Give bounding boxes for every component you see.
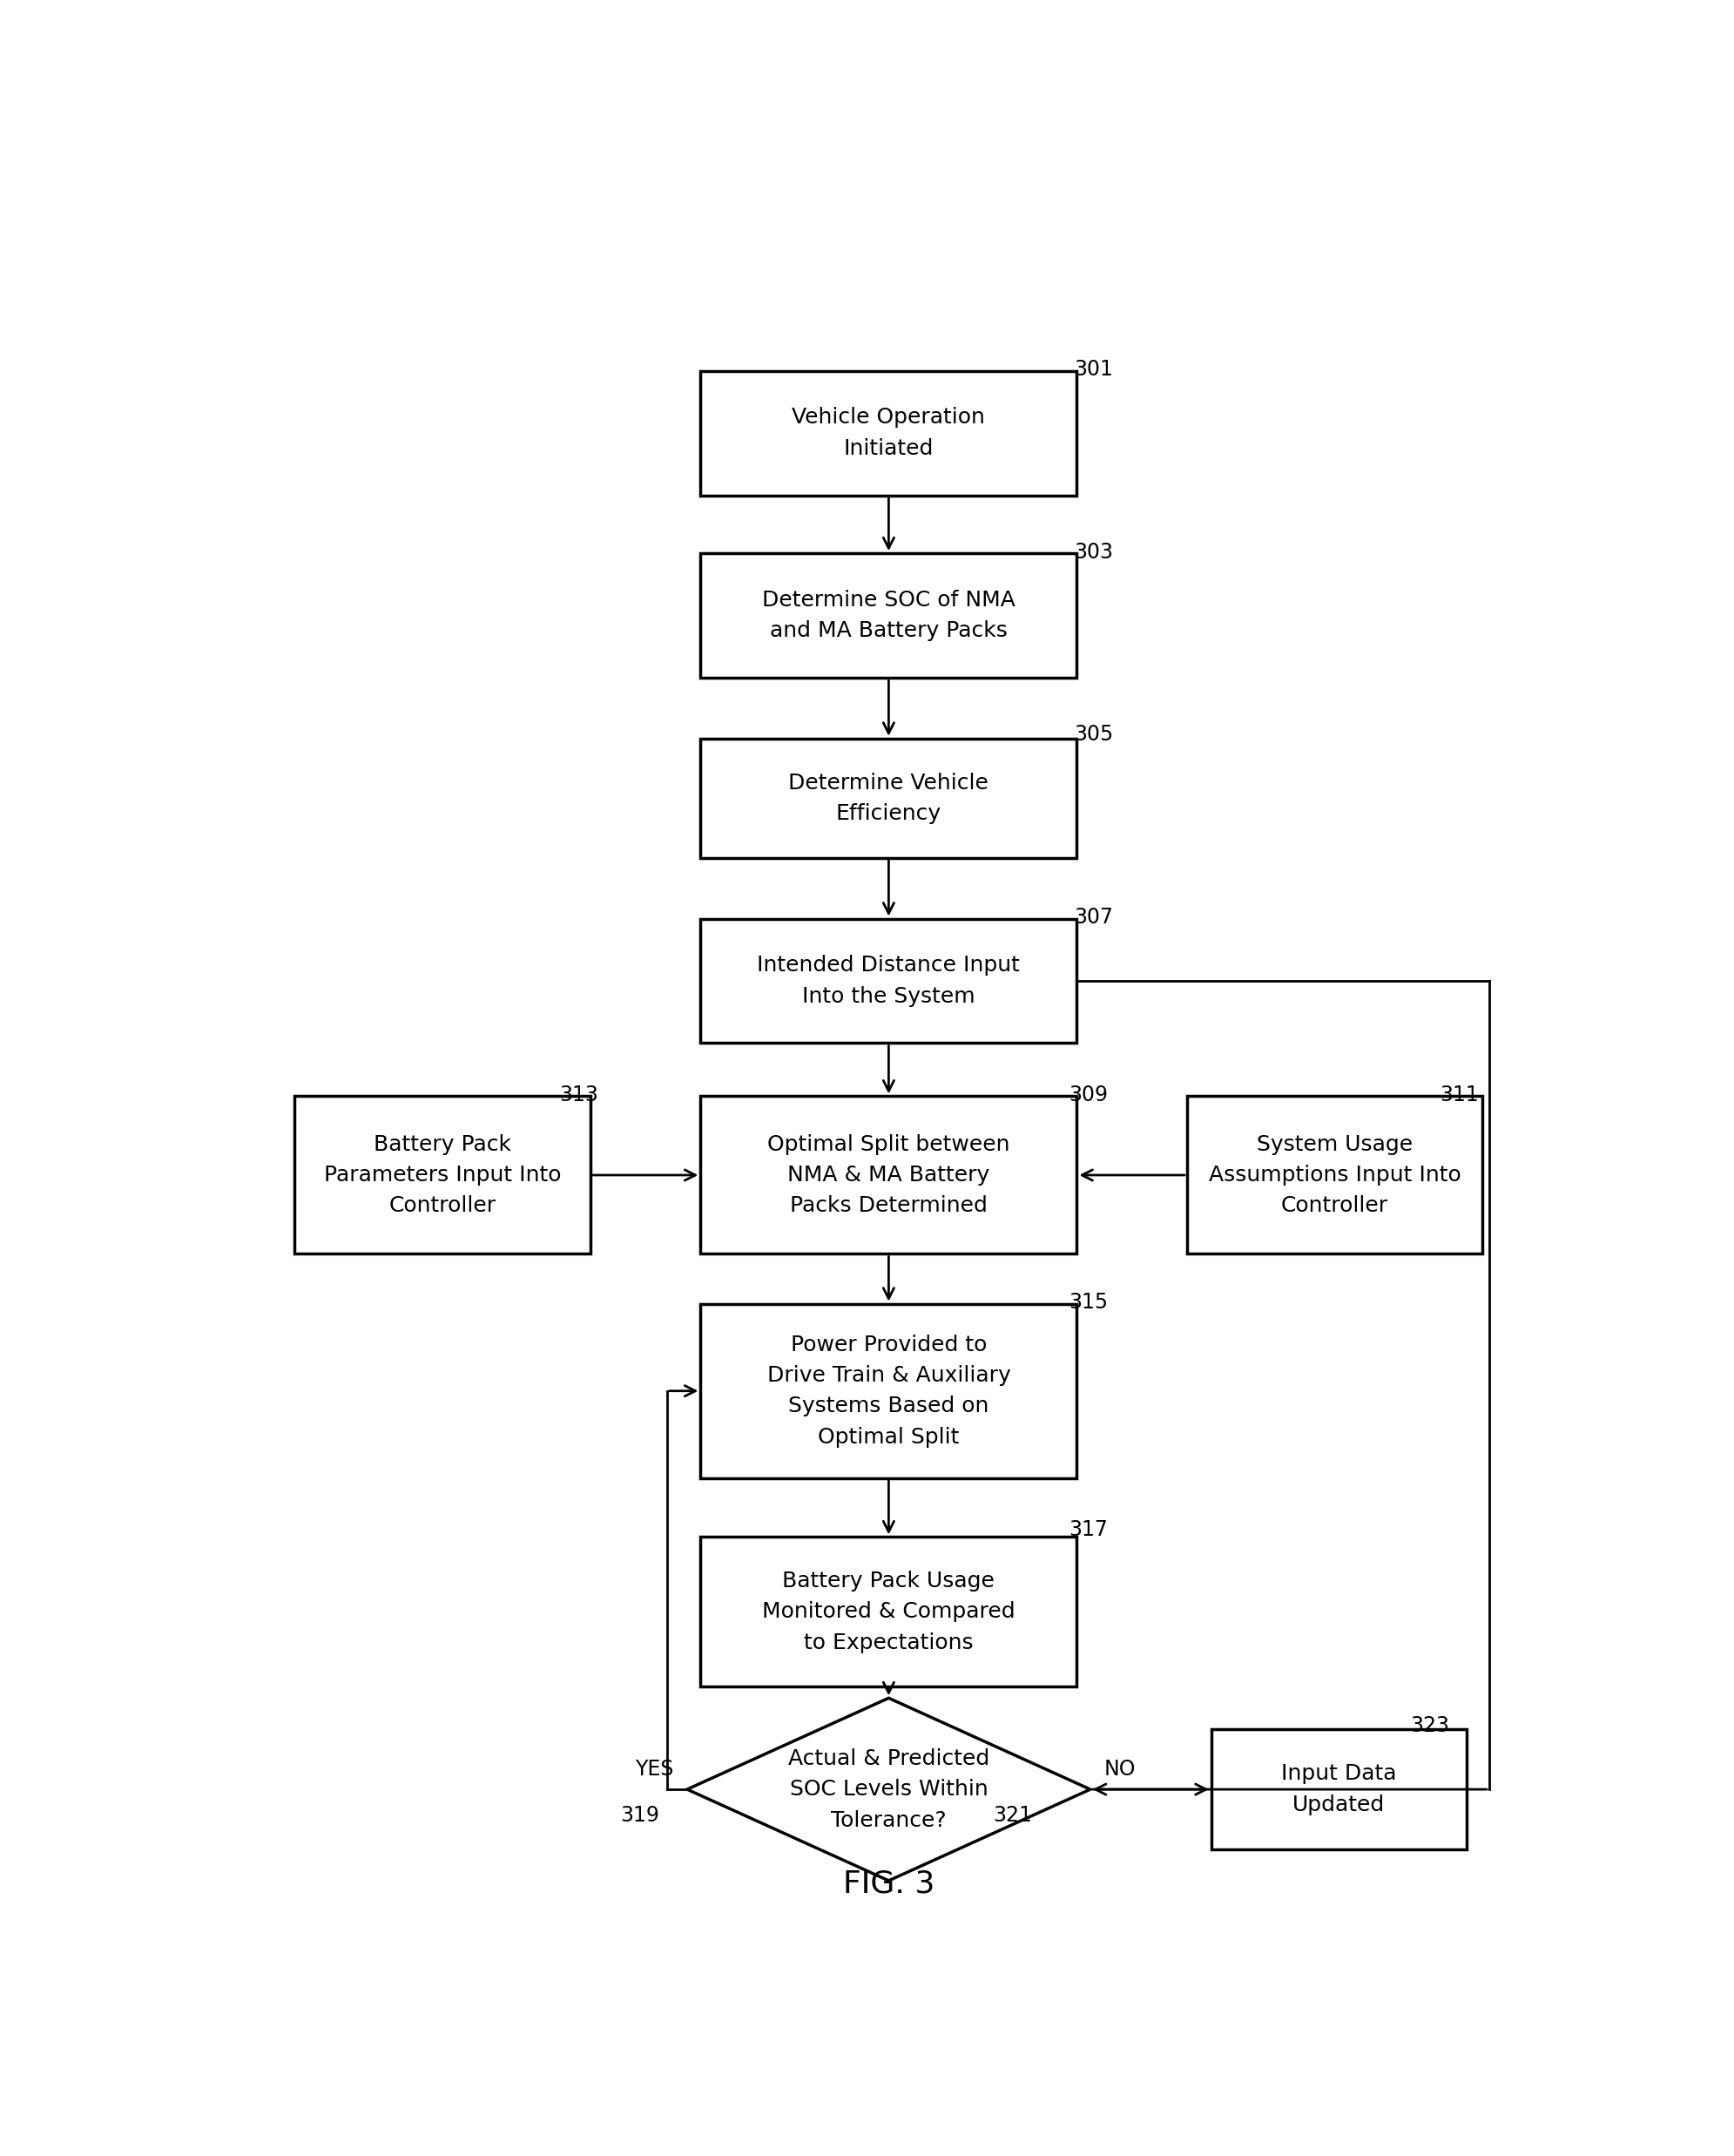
Polygon shape (687, 1699, 1091, 1880)
Text: 321: 321 (994, 1805, 1032, 1826)
Text: 303: 303 (1073, 541, 1113, 563)
FancyBboxPatch shape (701, 740, 1077, 858)
Text: 305: 305 (1073, 724, 1113, 746)
Text: 317: 317 (1068, 1520, 1108, 1539)
Text: Intended Distance Input
Into the System: Intended Distance Input Into the System (758, 955, 1020, 1007)
FancyBboxPatch shape (701, 1095, 1077, 1255)
Text: Power Provided to
Drive Train & Auxiliary
Systems Based on
Optimal Split: Power Provided to Drive Train & Auxiliar… (766, 1335, 1011, 1447)
FancyBboxPatch shape (701, 918, 1077, 1044)
Text: 323: 323 (1410, 1716, 1450, 1736)
FancyBboxPatch shape (1212, 1729, 1467, 1850)
Text: Vehicle Operation
Initiated: Vehicle Operation Initiated (792, 407, 985, 459)
Text: Battery Pack
Parameters Input Into
Controller: Battery Pack Parameters Input Into Contr… (324, 1134, 562, 1216)
Text: 319: 319 (621, 1805, 659, 1826)
FancyBboxPatch shape (701, 554, 1077, 677)
Text: NO: NO (1105, 1759, 1136, 1781)
Text: Optimal Split between
NMA & MA Battery
Packs Determined: Optimal Split between NMA & MA Battery P… (768, 1134, 1009, 1216)
Text: 301: 301 (1073, 360, 1113, 379)
Text: 315: 315 (1068, 1291, 1108, 1313)
Text: Actual & Predicted
SOC Levels Within
Tolerance?: Actual & Predicted SOC Levels Within Tol… (787, 1749, 990, 1830)
Text: FIG. 3: FIG. 3 (843, 1869, 935, 1899)
Text: Determine SOC of NMA
and MA Battery Packs: Determine SOC of NMA and MA Battery Pack… (761, 591, 1016, 642)
FancyBboxPatch shape (1188, 1095, 1483, 1255)
Text: 313: 313 (560, 1084, 598, 1106)
Text: YES: YES (635, 1759, 675, 1781)
FancyBboxPatch shape (295, 1095, 590, 1255)
Text: 309: 309 (1068, 1084, 1108, 1106)
FancyBboxPatch shape (701, 371, 1077, 496)
Text: System Usage
Assumptions Input Into
Controller: System Usage Assumptions Input Into Cont… (1209, 1134, 1462, 1216)
Text: Determine Vehicle
Efficiency: Determine Vehicle Efficiency (789, 772, 988, 824)
FancyBboxPatch shape (701, 1537, 1077, 1686)
Text: Battery Pack Usage
Monitored & Compared
to Expectations: Battery Pack Usage Monitored & Compared … (763, 1570, 1014, 1654)
FancyBboxPatch shape (701, 1304, 1077, 1479)
Text: 311: 311 (1439, 1084, 1479, 1106)
Text: 307: 307 (1073, 908, 1113, 927)
Text: Input Data
Updated: Input Data Updated (1281, 1764, 1396, 1815)
